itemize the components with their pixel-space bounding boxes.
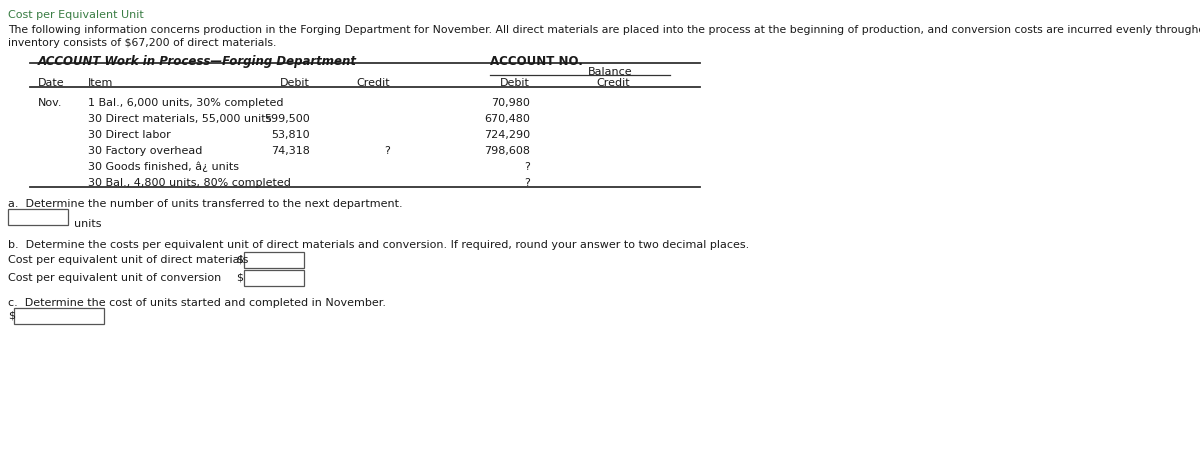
Text: c.  Determine the cost of units started and completed in November.: c. Determine the cost of units started a… <box>8 298 386 308</box>
Text: Balance: Balance <box>588 67 632 77</box>
Text: $: $ <box>236 255 242 265</box>
Text: 30 Goods finished, â¿ units: 30 Goods finished, â¿ units <box>88 162 239 172</box>
Text: 70,980: 70,980 <box>491 98 530 108</box>
Text: 30 Bal., 4,800 units, 80% completed: 30 Bal., 4,800 units, 80% completed <box>88 178 290 188</box>
Text: ?: ? <box>384 146 390 156</box>
Text: Cost per Equivalent Unit: Cost per Equivalent Unit <box>8 10 144 20</box>
Text: 30 Direct materials, 55,000 units: 30 Direct materials, 55,000 units <box>88 114 271 124</box>
Text: ?: ? <box>524 162 530 172</box>
Text: The following information concerns production in the Forging Department for Nove: The following information concerns produ… <box>8 25 1200 35</box>
Text: Item: Item <box>88 78 113 88</box>
Text: Credit: Credit <box>596 78 630 88</box>
Text: inventory consists of $67,200 of direct materials.: inventory consists of $67,200 of direct … <box>8 38 276 48</box>
Text: 599,500: 599,500 <box>264 114 310 124</box>
Text: 1 Bal., 6,000 units, 30% completed: 1 Bal., 6,000 units, 30% completed <box>88 98 283 108</box>
Text: b.  Determine the costs per equivalent unit of direct materials and conversion. : b. Determine the costs per equivalent un… <box>8 240 749 250</box>
Text: Credit: Credit <box>356 78 390 88</box>
Text: 30 Direct labor: 30 Direct labor <box>88 130 170 140</box>
Text: Cost per equivalent unit of direct materials: Cost per equivalent unit of direct mater… <box>8 255 248 265</box>
Text: 53,810: 53,810 <box>271 130 310 140</box>
Text: units: units <box>74 219 102 229</box>
Text: 74,318: 74,318 <box>271 146 310 156</box>
Text: $: $ <box>8 311 14 321</box>
Text: $: $ <box>236 273 242 283</box>
Text: ACCOUNT NO.: ACCOUNT NO. <box>490 55 583 68</box>
Text: Debit: Debit <box>280 78 310 88</box>
Text: ACCOUNT Work in Process—Forging Department: ACCOUNT Work in Process—Forging Departme… <box>38 55 358 68</box>
Text: 30 Factory overhead: 30 Factory overhead <box>88 146 203 156</box>
Text: Date: Date <box>38 78 65 88</box>
Text: ?: ? <box>524 178 530 188</box>
Text: 724,290: 724,290 <box>484 130 530 140</box>
Text: Cost per equivalent unit of conversion: Cost per equivalent unit of conversion <box>8 273 221 283</box>
Text: a.  Determine the number of units transferred to the next department.: a. Determine the number of units transfe… <box>8 199 403 209</box>
Text: 670,480: 670,480 <box>484 114 530 124</box>
Text: 798,608: 798,608 <box>484 146 530 156</box>
Text: Debit: Debit <box>500 78 530 88</box>
Text: Nov.: Nov. <box>38 98 62 108</box>
